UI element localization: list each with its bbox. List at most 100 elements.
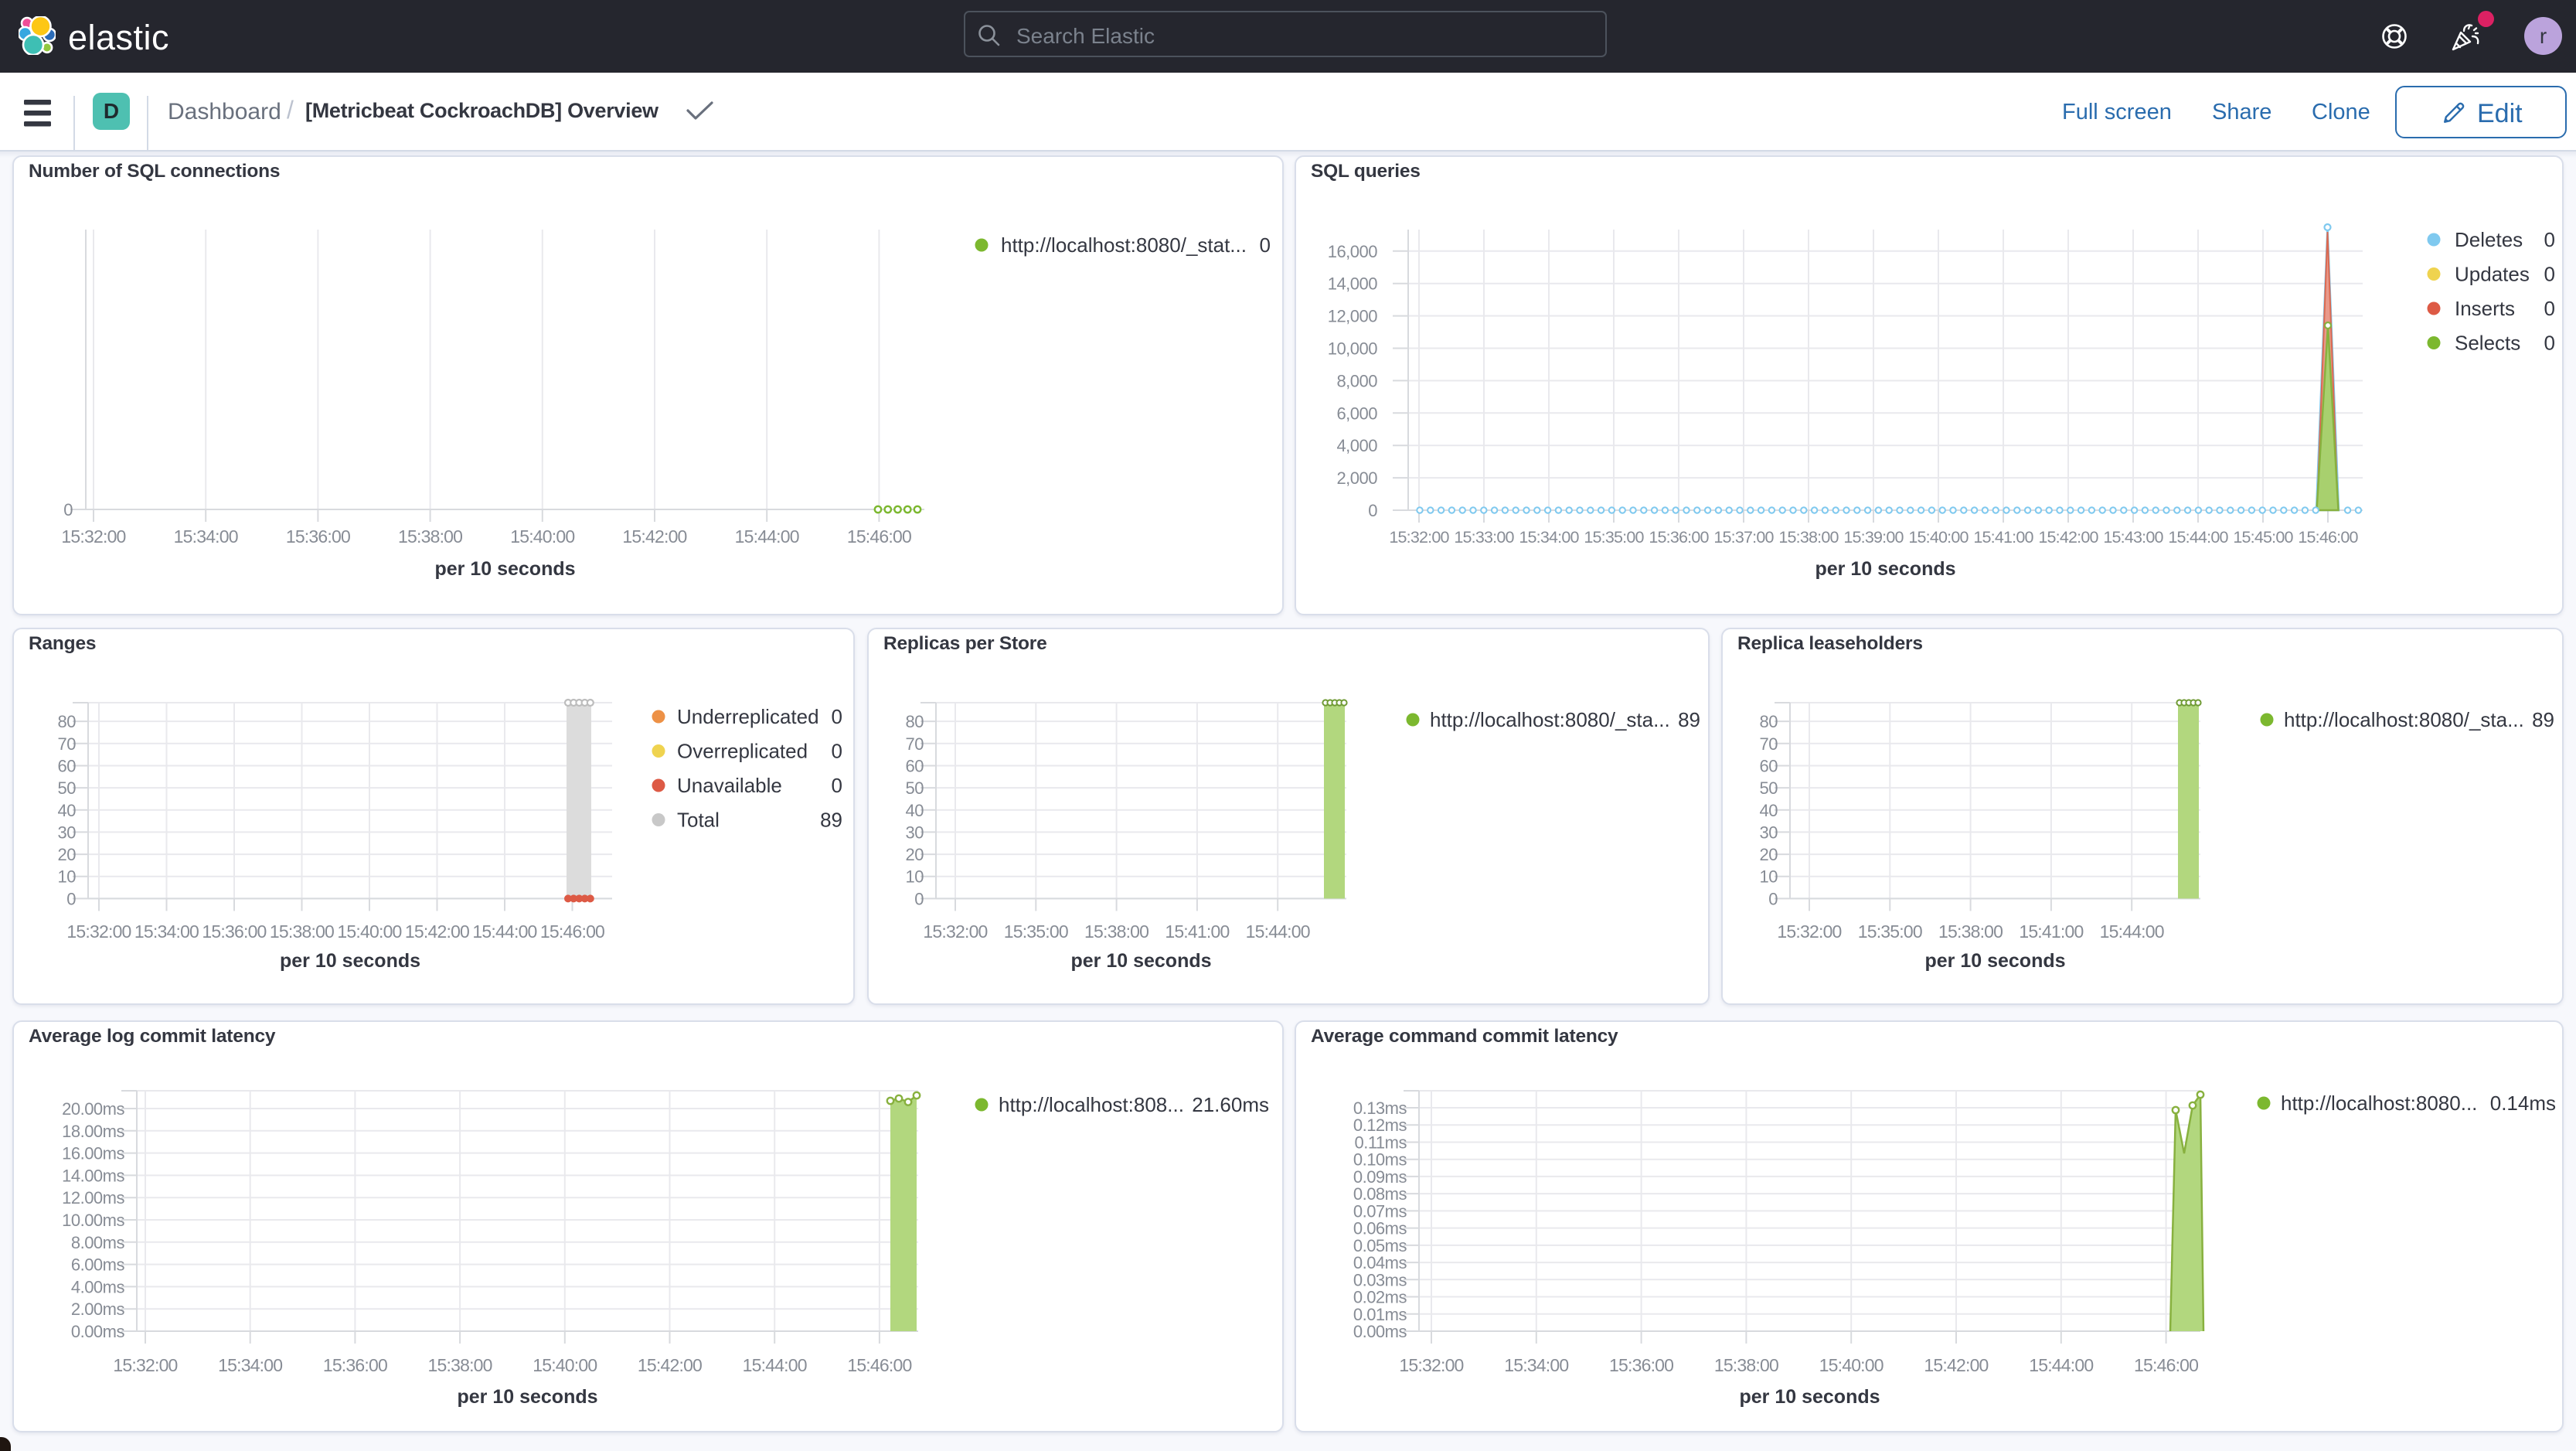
svg-text:18.00ms: 18.00ms	[62, 1122, 124, 1141]
svg-text:15:36:00: 15:36:00	[1609, 1355, 1673, 1375]
svg-text:15:41:00: 15:41:00	[1973, 528, 2033, 547]
svg-text:0.03ms: 0.03ms	[1353, 1270, 1407, 1289]
svg-text:15:40:00: 15:40:00	[1908, 528, 1969, 547]
svg-text:per 10 seconds: per 10 seconds	[457, 1386, 597, 1408]
svg-text:15:38:00: 15:38:00	[1938, 921, 2003, 942]
svg-text:15:42:00: 15:42:00	[405, 921, 469, 942]
svg-text:http://localhost:8080/_sta...: http://localhost:8080/_sta...	[1430, 708, 1670, 731]
svg-text:80: 80	[1760, 712, 1778, 731]
svg-text:8,000: 8,000	[1336, 371, 1377, 390]
svg-text:15:42:00: 15:42:00	[2038, 528, 2098, 547]
svg-text:12,000: 12,000	[1328, 307, 1378, 326]
svg-text:40: 40	[906, 801, 924, 820]
svg-text:15:32:00: 15:32:00	[1399, 1355, 1463, 1375]
svg-text:15:39:00: 15:39:00	[1843, 528, 1904, 547]
svg-text:0: 0	[2544, 297, 2555, 320]
svg-text:Selects: Selects	[2455, 332, 2520, 355]
svg-text:15:32:00: 15:32:00	[1777, 921, 1841, 942]
svg-text:50: 50	[1760, 778, 1778, 798]
svg-text:0.05ms: 0.05ms	[1353, 1236, 1407, 1255]
svg-text:per 10 seconds: per 10 seconds	[1739, 1386, 1880, 1408]
svg-text:Deletes: Deletes	[2455, 228, 2523, 251]
svg-text:0.06ms: 0.06ms	[1353, 1219, 1407, 1238]
svg-text:per 10 seconds: per 10 seconds	[1815, 558, 1955, 580]
svg-text:15:44:00: 15:44:00	[2029, 1355, 2093, 1375]
svg-text:50: 50	[58, 778, 77, 798]
svg-text:15:40:00: 15:40:00	[510, 526, 574, 547]
svg-text:Underreplicated: Underreplicated	[677, 705, 819, 728]
svg-text:0.14ms: 0.14ms	[2490, 1092, 2556, 1115]
svg-text:15:46:00: 15:46:00	[540, 921, 604, 942]
svg-text:0.00ms: 0.00ms	[71, 1322, 125, 1341]
svg-text:15:33:00: 15:33:00	[1454, 528, 1514, 547]
svg-text:15:42:00: 15:42:00	[622, 526, 686, 547]
svg-text:15:34:00: 15:34:00	[1519, 528, 1579, 547]
svg-text:15:41:00: 15:41:00	[1165, 921, 1229, 942]
svg-text:30: 30	[1760, 823, 1778, 842]
svg-text:Unavailable: Unavailable	[677, 774, 782, 797]
svg-text:60: 60	[58, 756, 77, 775]
svg-text:15:43:00: 15:43:00	[2103, 528, 2163, 547]
svg-text:0: 0	[832, 774, 842, 797]
svg-text:0: 0	[63, 500, 73, 519]
svg-text:89: 89	[820, 809, 842, 832]
svg-text:0: 0	[832, 740, 842, 763]
svg-text:50: 50	[906, 778, 924, 798]
svg-text:15:46:00: 15:46:00	[2298, 528, 2358, 547]
svg-text:http://localhost:8080/_sta...: http://localhost:8080/_sta...	[2284, 708, 2524, 731]
svg-text:Updates: Updates	[2455, 263, 2530, 286]
svg-text:15:38:00: 15:38:00	[428, 1355, 492, 1375]
svg-text:0.00ms: 0.00ms	[1353, 1322, 1407, 1341]
svg-text:2.00ms: 2.00ms	[71, 1299, 125, 1319]
svg-text:15:44:00: 15:44:00	[1246, 921, 1310, 942]
svg-text:http://localhost:8080...: http://localhost:8080...	[2281, 1092, 2477, 1115]
svg-text:14.00ms: 14.00ms	[62, 1166, 124, 1185]
svg-text:21.60ms: 21.60ms	[1192, 1093, 1269, 1116]
svg-text:15:32:00: 15:32:00	[113, 1355, 177, 1375]
svg-text:15:40:00: 15:40:00	[337, 921, 401, 942]
svg-text:0.09ms: 0.09ms	[1353, 1167, 1407, 1187]
svg-text:10: 10	[58, 867, 77, 887]
svg-text:0: 0	[1768, 889, 1778, 908]
svg-text:30: 30	[906, 823, 924, 842]
svg-text:Total: Total	[677, 809, 720, 832]
svg-text:15:36:00: 15:36:00	[1649, 528, 1709, 547]
svg-text:15:44:00: 15:44:00	[743, 1355, 807, 1375]
svg-text:15:34:00: 15:34:00	[134, 921, 199, 942]
svg-text:15:32:00: 15:32:00	[923, 921, 987, 942]
svg-text:0: 0	[2544, 228, 2555, 251]
svg-text:15:36:00: 15:36:00	[323, 1355, 387, 1375]
svg-text:15:35:00: 15:35:00	[1584, 528, 1644, 547]
svg-text:http://localhost:8080/_stat...: http://localhost:8080/_stat...	[1001, 233, 1247, 257]
svg-text:15:32:00: 15:32:00	[1389, 528, 1449, 547]
svg-text:15:32:00: 15:32:00	[66, 921, 131, 942]
svg-text:15:38:00: 15:38:00	[270, 921, 334, 942]
svg-text:20.00ms: 20.00ms	[62, 1099, 124, 1119]
svg-text:40: 40	[58, 801, 77, 820]
svg-text:80: 80	[58, 712, 77, 731]
svg-text:0.04ms: 0.04ms	[1353, 1253, 1407, 1272]
svg-text:0: 0	[66, 889, 76, 908]
svg-text:12.00ms: 12.00ms	[62, 1188, 124, 1207]
svg-text:8.00ms: 8.00ms	[71, 1233, 125, 1252]
svg-text:10.00ms: 10.00ms	[62, 1211, 124, 1230]
svg-text:Inserts: Inserts	[2455, 297, 2515, 320]
svg-text:15:38:00: 15:38:00	[1778, 528, 1839, 547]
svg-text:15:45:00: 15:45:00	[2233, 528, 2293, 547]
svg-text:0.08ms: 0.08ms	[1353, 1184, 1407, 1204]
svg-text:0.13ms: 0.13ms	[1353, 1098, 1407, 1118]
svg-text:15:38:00: 15:38:00	[1714, 1355, 1778, 1375]
svg-text:0.10ms: 0.10ms	[1353, 1150, 1407, 1170]
svg-text:per 10 seconds: per 10 seconds	[434, 558, 575, 580]
svg-text:6,000: 6,000	[1336, 404, 1377, 423]
svg-text:15:44:00: 15:44:00	[2168, 528, 2228, 547]
svg-text:http://localhost:808...: http://localhost:808...	[999, 1093, 1184, 1116]
svg-text:15:44:00: 15:44:00	[735, 526, 799, 547]
svg-text:0: 0	[1368, 501, 1377, 520]
svg-text:2,000: 2,000	[1336, 468, 1377, 488]
svg-text:4,000: 4,000	[1336, 436, 1377, 455]
svg-text:15:37:00: 15:37:00	[1713, 528, 1774, 547]
svg-text:80: 80	[906, 712, 924, 731]
svg-text:0: 0	[914, 889, 924, 908]
svg-text:15:36:00: 15:36:00	[286, 526, 350, 547]
